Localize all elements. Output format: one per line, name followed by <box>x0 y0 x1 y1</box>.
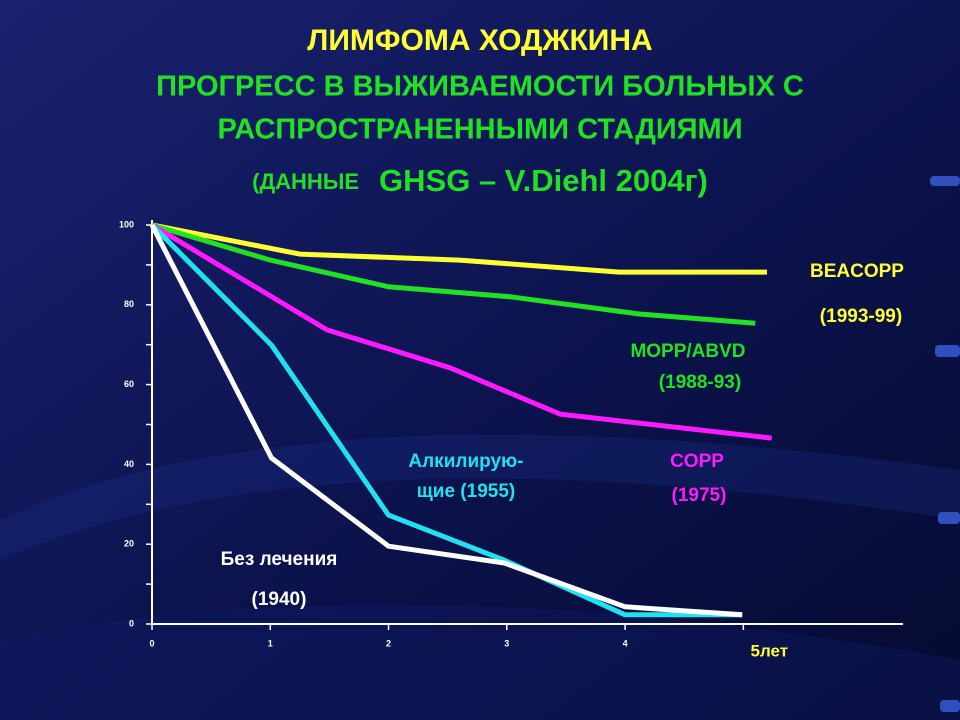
y-tick-label: 0 <box>129 618 134 628</box>
chart-source: (ДАННЫЕ GHSG – V.Diehl 2004г) <box>252 163 708 198</box>
series-line <box>150 223 743 618</box>
series-line <box>149 223 743 618</box>
series-label: (1975) <box>672 485 727 506</box>
series-label: COPP <box>670 451 724 472</box>
y-tick-label: 20 <box>124 539 134 549</box>
series-label: Алкилирую- <box>408 451 523 472</box>
series-line <box>151 222 767 275</box>
x-tick-label: 1 <box>268 638 273 648</box>
source-part: GHSG – V.Diehl 2004г) <box>379 163 708 198</box>
x-tick-label: 2 <box>386 638 391 648</box>
series-label: (1940) <box>252 589 307 610</box>
x-tick-label: 3 <box>504 638 509 648</box>
series-label: (1988-93) <box>659 372 741 393</box>
y-tick-label: 60 <box>124 379 134 389</box>
chart-subtitle: ПРОГРЕСС В ВЫЖИВАЕМОСТИ БОЛЬНЫХ С <box>156 71 804 103</box>
source-part: (ДАННЫЕ <box>252 169 359 194</box>
x-tick-label: 4 <box>623 638 628 648</box>
y-tick-label: 40 <box>124 459 134 469</box>
series-label: Без лечения <box>221 549 338 570</box>
series-label: MOPP/ABVD <box>630 341 745 362</box>
background-swoosh <box>0 604 960 720</box>
edge-decor <box>930 176 960 712</box>
background-swoosh <box>0 434 960 560</box>
x-tick-label: 5лет <box>751 641 789 660</box>
series-line <box>151 222 756 326</box>
series-label: BEACOPP <box>810 261 904 282</box>
x-tick-label: 0 <box>149 638 154 648</box>
chart-subtitle: РАСПРОСТРАНЕННЫМИ СТАДИЯМИ <box>217 114 742 146</box>
series-label: щие (1955) <box>417 481 515 502</box>
series-label: (1993-99) <box>820 306 902 327</box>
series-line <box>150 222 772 441</box>
y-tick-label: 80 <box>124 299 134 309</box>
chart-title: ЛИМФОМА ХОДЖКИНА <box>307 24 652 57</box>
y-tick-label: 100 <box>119 219 134 229</box>
